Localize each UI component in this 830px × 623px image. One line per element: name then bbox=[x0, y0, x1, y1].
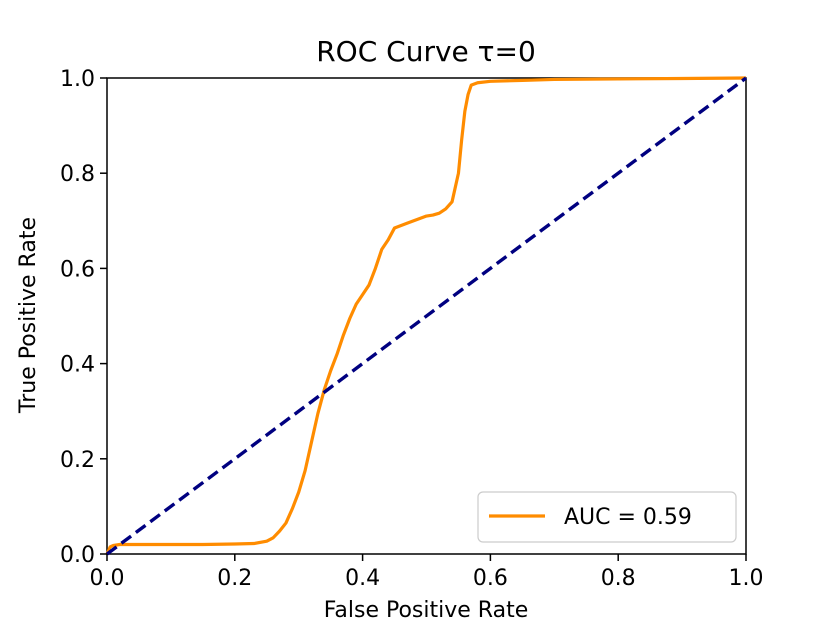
y-tick-label: 0.8 bbox=[60, 162, 95, 187]
x-tick-label: 0.2 bbox=[217, 566, 252, 591]
x-tick-label: 0.6 bbox=[473, 566, 508, 591]
x-tick-label: 0.0 bbox=[90, 566, 125, 591]
ticks-layer: 0.0 0.2 0.4 0.6 0.8 1.0 0.0 0.2 0.4 0.6 0.8 1.0 bbox=[60, 67, 764, 591]
legend: AUC = 0.59 bbox=[477, 491, 737, 543]
plot-area: 0.0 0.2 0.4 0.6 0.8 1.0 0.0 0.2 0.4 0.6 0.8 1.0 bbox=[60, 67, 764, 591]
chart-title: ROC Curve τ=0 bbox=[316, 35, 536, 68]
roc-curve-line bbox=[105, 76, 747, 555]
plot-frame bbox=[106, 77, 747, 555]
y-axis-label: True Positive Rate bbox=[16, 217, 41, 414]
y-tick-label: 1.0 bbox=[60, 67, 95, 92]
series-layer bbox=[105, 76, 748, 556]
y-tick-label: 0.4 bbox=[60, 353, 95, 378]
chance-diagonal-line bbox=[105, 76, 748, 556]
y-tick-label: 0.0 bbox=[60, 543, 95, 568]
x-tick-label: 0.4 bbox=[345, 566, 380, 591]
y-tick-label: 0.2 bbox=[60, 448, 95, 473]
y-tick-label: 0.6 bbox=[60, 257, 95, 282]
x-tick-label: 0.8 bbox=[601, 566, 636, 591]
legend-box bbox=[477, 491, 737, 543]
legend-label: AUC = 0.59 bbox=[564, 505, 692, 530]
x-axis-label: False Positive Rate bbox=[324, 598, 528, 623]
x-tick-label: 1.0 bbox=[729, 566, 764, 591]
